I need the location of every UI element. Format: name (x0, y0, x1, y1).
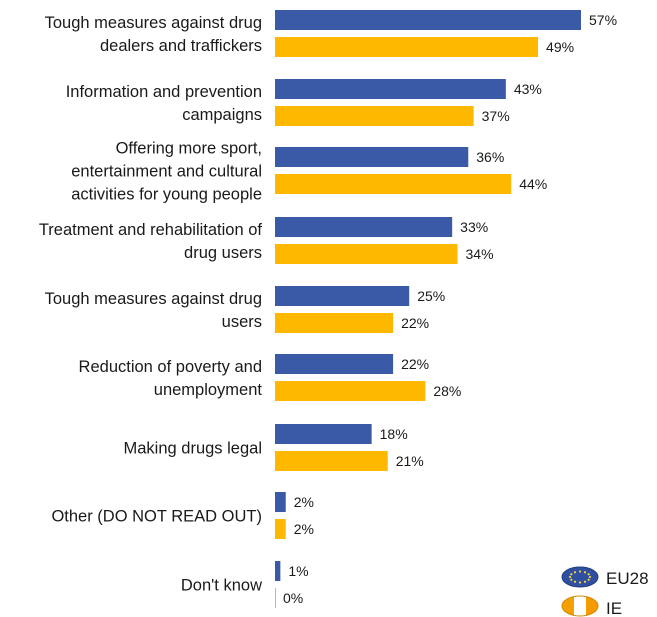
category-labels: Tough measures against drug dealers and t… (39, 14, 263, 595)
category-label-0: Tough measures against drug dealers and t… (45, 14, 262, 55)
value-label-ie-3: 34% (466, 246, 494, 262)
bar-eu28-3 (275, 217, 453, 237)
category-label-1: Information and prevention campaigns (66, 83, 262, 124)
category-label-4: Tough measures against drug users (45, 290, 262, 331)
bar-ie-5 (275, 381, 426, 401)
bar-eu28-6 (275, 424, 372, 444)
eu-star-icon (578, 581, 582, 584)
bar-ie-8 (275, 588, 276, 608)
bar-eu28-0 (275, 10, 581, 30)
category-label-5: Reduction of poverty and unemployment (79, 358, 263, 399)
bar-ie-4 (275, 313, 394, 333)
bar-eu28-2 (275, 147, 469, 167)
bar-ie-3 (275, 244, 458, 264)
value-label-eu28-7: 2% (294, 494, 314, 510)
bar-eu28-1 (275, 79, 506, 99)
ireland-flag-icon (561, 595, 599, 617)
eu-flag-icon (561, 566, 599, 588)
eu-star-icon (578, 570, 582, 573)
legend-label-ie: IE (606, 599, 622, 617)
value-label-ie-5: 28% (433, 383, 461, 399)
bar-ie-2 (275, 174, 512, 194)
legend: EU28 IE (561, 566, 649, 617)
bars-layer (275, 10, 581, 608)
value-label-ie-1: 37% (482, 108, 510, 124)
category-label-6: Making drugs legal (124, 440, 263, 458)
eu-star-icon (587, 578, 590, 581)
bar-eu28-4 (275, 286, 410, 306)
bar-ie-6 (275, 451, 388, 471)
value-label-eu28-2: 36% (476, 149, 504, 165)
value-label-ie-7: 2% (294, 521, 314, 537)
eu-star-icon (587, 573, 590, 576)
eu-star-icon (573, 571, 577, 574)
value-label-ie-2: 44% (519, 176, 547, 192)
eu-star-icon (573, 580, 577, 583)
bar-ie-1 (275, 106, 474, 126)
category-label-8: Don't know (181, 577, 262, 595)
eu-star-icon (583, 571, 587, 574)
bar-ie-0 (275, 37, 539, 57)
value-label-eu28-8: 1% (288, 563, 308, 579)
value-label-ie-6: 21% (396, 453, 424, 469)
value-label-eu28-1: 43% (514, 81, 542, 97)
value-label-eu28-0: 57% (589, 12, 617, 28)
eu-star-icon (568, 575, 572, 579)
bar-eu28-7 (275, 492, 286, 512)
value-label-ie-8: 0% (283, 590, 303, 606)
bar-ie-7 (275, 519, 286, 539)
legend-label-eu28: EU28 (606, 569, 649, 588)
value-label-eu28-5: 22% (401, 356, 429, 372)
value-label-eu28-6: 18% (380, 426, 408, 442)
eu-star-icon (588, 575, 592, 579)
eu-star-icon (570, 573, 573, 576)
bar-eu28-8 (275, 561, 281, 581)
eu-star-icon (583, 580, 587, 583)
value-label-eu28-4: 25% (417, 288, 445, 304)
value-label-ie-0: 49% (546, 39, 574, 55)
eu-star-icon (570, 578, 573, 581)
value-labels: 57%49%43%37%36%44%33%34%25%22%22%28%18%2… (283, 12, 617, 606)
value-label-ie-4: 22% (401, 315, 429, 331)
value-label-eu28-3: 33% (460, 219, 488, 235)
bar-eu28-5 (275, 354, 394, 374)
category-label-7: Other (DO NOT READ OUT) (51, 508, 262, 526)
category-label-2: Offering more sport, entertainment and cu… (71, 140, 262, 204)
category-label-3: Treatment and rehabilitation of drug user… (39, 221, 263, 262)
